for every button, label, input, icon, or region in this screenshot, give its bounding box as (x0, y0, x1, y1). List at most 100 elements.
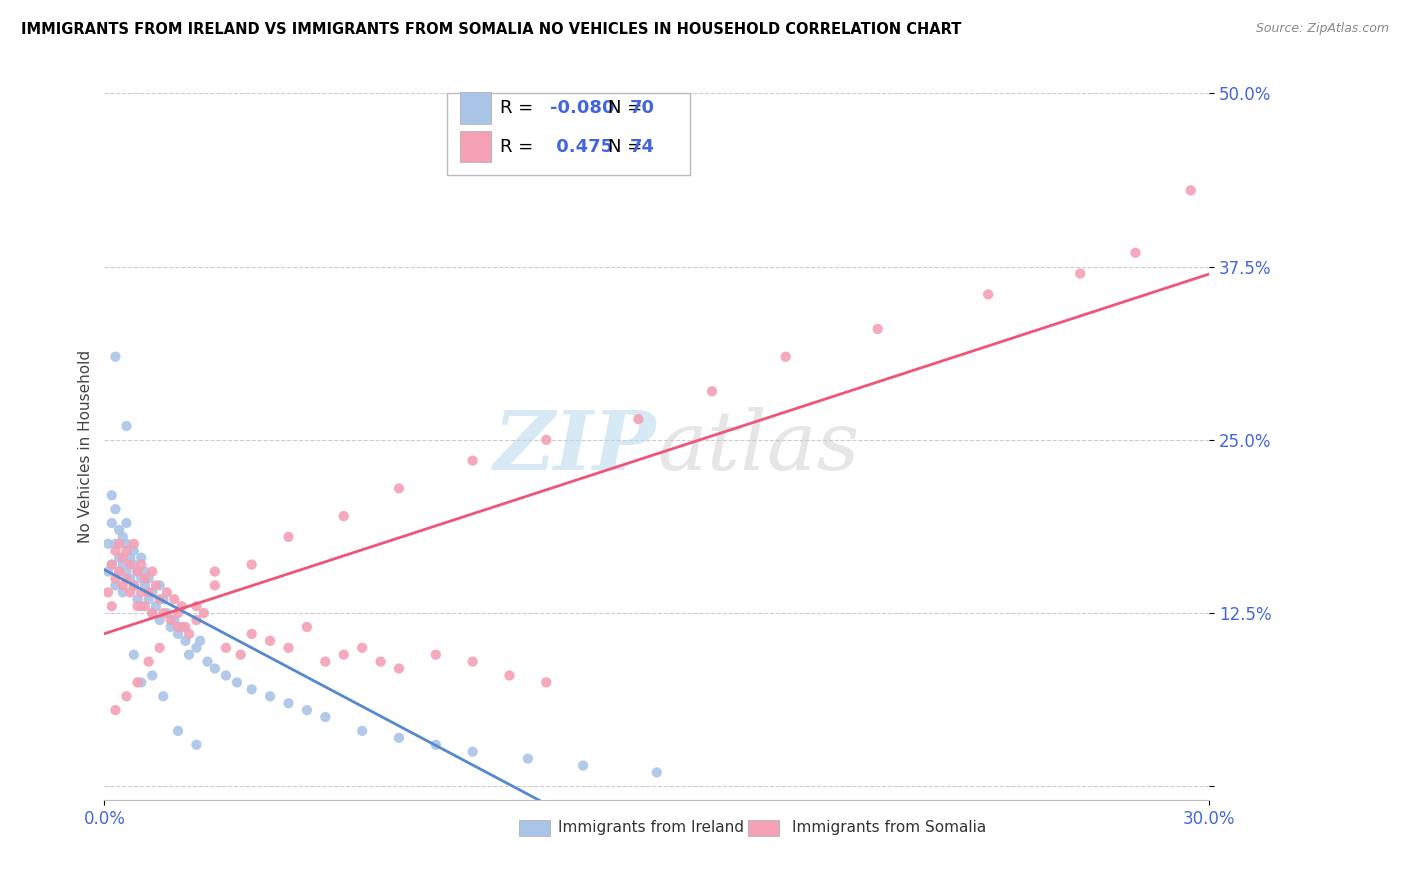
Point (159, 613, 181, 627)
Point (370, 655, 392, 669)
Point (461, 453, 484, 467)
Text: atlas: atlas (657, 407, 859, 487)
Point (204, 565, 226, 579)
Point (100, 558, 122, 572)
Text: R =: R = (501, 137, 533, 155)
Point (572, 758, 595, 772)
Point (111, 550, 134, 565)
Text: Source: ZipAtlas.com: Source: ZipAtlas.com (1256, 22, 1389, 36)
Point (314, 710, 336, 724)
Point (152, 606, 174, 620)
Point (240, 682, 263, 697)
Point (259, 633, 281, 648)
Point (104, 543, 127, 558)
Point (104, 578, 127, 592)
Point (104, 350, 127, 364)
Point (115, 543, 138, 558)
Point (163, 592, 186, 607)
Point (240, 558, 263, 572)
Point (129, 558, 152, 572)
Point (277, 640, 299, 655)
Point (1069, 267, 1091, 281)
Point (314, 655, 336, 669)
Point (115, 690, 138, 704)
Point (115, 565, 138, 579)
Point (156, 606, 179, 620)
Point (1125, 245, 1147, 260)
Point (700, 384, 723, 399)
Point (145, 599, 167, 614)
Point (127, 592, 149, 607)
Point (138, 655, 160, 669)
Point (167, 606, 190, 620)
Point (174, 633, 197, 648)
Point (215, 668, 238, 682)
Point (115, 537, 138, 551)
Text: IMMIGRANTS FROM IRELAND VS IMMIGRANTS FROM SOMALIA NO VEHICLES IN HOUSEHOLD CORR: IMMIGRANTS FROM IRELAND VS IMMIGRANTS FR… (21, 22, 962, 37)
Point (122, 537, 145, 551)
Point (170, 620, 193, 634)
Point (425, 648, 447, 662)
Point (167, 723, 190, 738)
Point (138, 571, 160, 585)
Point (229, 648, 252, 662)
Text: Immigrants from Ireland: Immigrants from Ireland (558, 821, 744, 836)
Point (122, 543, 145, 558)
Point (240, 627, 263, 641)
Point (108, 565, 131, 579)
FancyBboxPatch shape (460, 130, 491, 162)
Point (129, 599, 152, 614)
Point (104, 502, 127, 516)
Point (122, 578, 145, 592)
Point (134, 571, 156, 585)
Point (115, 571, 138, 585)
Point (115, 419, 138, 434)
Point (97, 565, 120, 579)
Point (226, 675, 249, 690)
Point (100, 516, 122, 530)
Point (352, 640, 374, 655)
Point (120, 550, 142, 565)
Point (134, 578, 156, 592)
Point (204, 661, 226, 675)
Point (104, 703, 127, 717)
Point (108, 523, 131, 537)
Point (127, 599, 149, 614)
Point (159, 620, 181, 634)
Point (134, 599, 156, 614)
Point (100, 558, 122, 572)
Point (645, 765, 668, 780)
Point (461, 655, 484, 669)
Point (388, 731, 411, 745)
Point (120, 558, 142, 572)
Point (186, 640, 208, 655)
Point (122, 648, 145, 662)
Point (197, 655, 219, 669)
Point (120, 571, 142, 585)
Point (352, 723, 374, 738)
Point (167, 620, 190, 634)
Point (516, 751, 538, 765)
Text: ZIP: ZIP (494, 407, 657, 487)
Point (149, 613, 172, 627)
Point (186, 613, 208, 627)
FancyBboxPatch shape (447, 94, 690, 175)
Point (134, 565, 156, 579)
Point (152, 690, 174, 704)
Point (188, 633, 211, 648)
Point (295, 703, 318, 717)
Point (129, 585, 152, 599)
Point (100, 599, 122, 614)
Point (120, 585, 142, 599)
Point (141, 565, 163, 579)
Point (177, 627, 200, 641)
Point (174, 620, 197, 634)
Point (108, 550, 131, 565)
Point (193, 606, 215, 620)
Text: N =: N = (609, 99, 643, 118)
Point (498, 668, 520, 682)
Text: 0.475: 0.475 (550, 137, 613, 155)
Point (167, 627, 190, 641)
Point (149, 640, 172, 655)
Point (97, 537, 120, 551)
